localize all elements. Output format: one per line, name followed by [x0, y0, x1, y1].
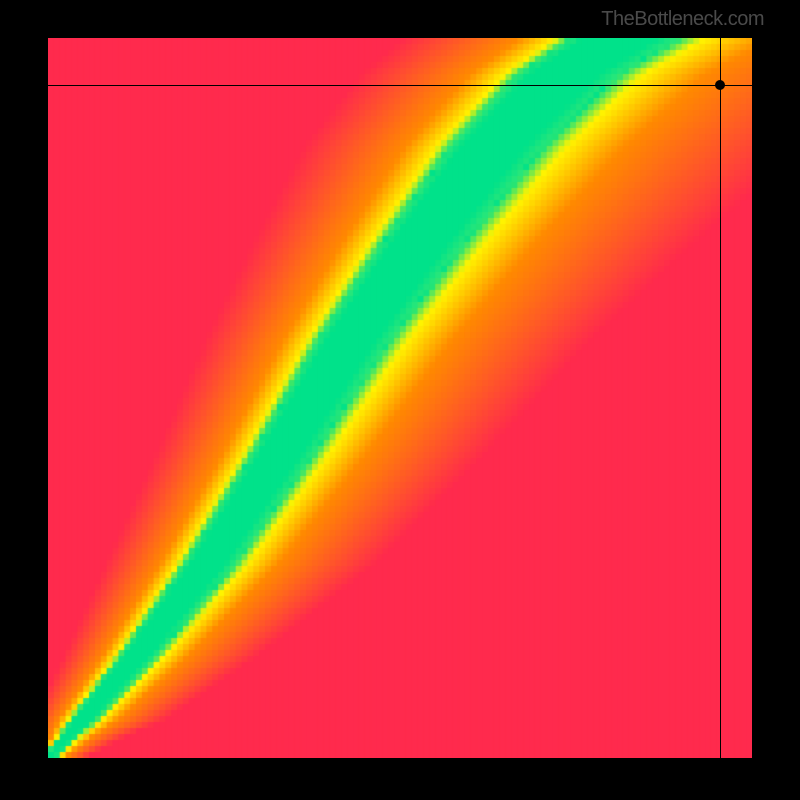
- chart-container: { "watermark": "TheBottleneck.com", "cha…: [0, 0, 800, 800]
- crosshair-horizontal: [48, 85, 752, 86]
- crosshair-marker: [715, 80, 725, 90]
- heatmap-canvas: [48, 38, 752, 758]
- watermark-text: TheBottleneck.com: [601, 8, 764, 31]
- heatmap-plot: [48, 38, 752, 758]
- crosshair-vertical: [720, 38, 721, 758]
